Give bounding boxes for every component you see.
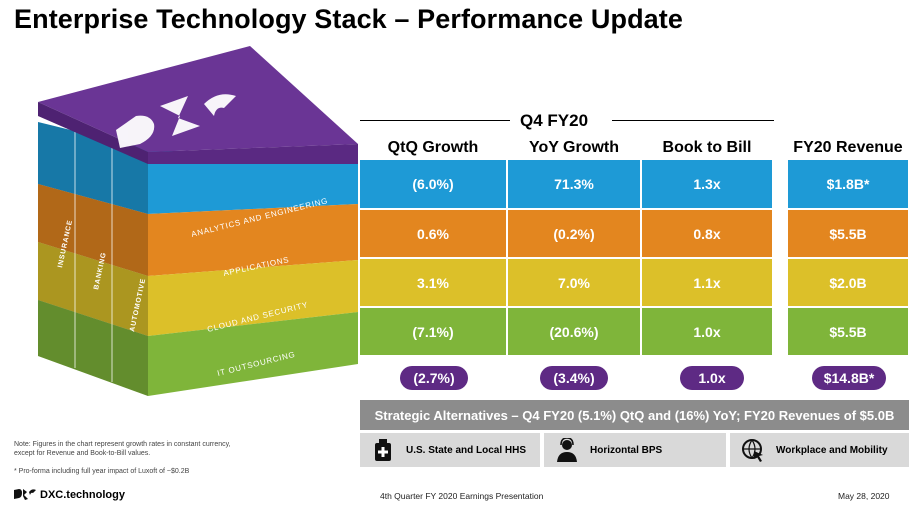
brand-name: DXC.technology bbox=[40, 489, 125, 501]
strategic-alternatives-banner: Strategic Alternatives – Q4 FY20 (5.1%) … bbox=[360, 400, 909, 430]
division-horizontal-bps: Horizontal BPS bbox=[544, 433, 726, 467]
total-qtq-pill: (2.7%) bbox=[400, 366, 468, 390]
cell-revenue-analytics: $1.8B* bbox=[788, 160, 908, 208]
medical-kit-icon bbox=[370, 437, 396, 463]
cell-btb-outsourcing: 1.0x bbox=[642, 308, 772, 355]
cube-front-face-outsourcing bbox=[148, 312, 358, 396]
dxc-logo-icon bbox=[116, 94, 236, 148]
total-yoy-pill: (3.4%) bbox=[540, 366, 608, 390]
cell-qtq-cloud: 3.1% bbox=[360, 259, 506, 306]
period-label: Q4 FY20 bbox=[520, 111, 589, 130]
footnote-growth-rates: Note: Figures in the chart represent gro… bbox=[14, 441, 231, 457]
cell-revenue-outsourcing: $5.5B bbox=[788, 308, 908, 355]
total-btb-pill: 1.0x bbox=[680, 366, 744, 390]
division-us-state-local-hhs: U.S. State and Local HHS bbox=[360, 433, 540, 467]
cell-yoy-outsourcing: (20.6%) bbox=[508, 308, 640, 355]
cube-front-face-analytics bbox=[148, 149, 358, 214]
cube-top-face bbox=[38, 46, 358, 152]
q4-rule-left bbox=[360, 120, 510, 121]
cell-btb-cloud: 1.1x bbox=[642, 259, 772, 306]
cube-front-face-applications bbox=[148, 204, 358, 276]
total-revenue-pill: $14.8B* bbox=[812, 366, 886, 390]
cell-yoy-analytics: 71.3% bbox=[508, 160, 640, 208]
cell-yoy-applications: (0.2%) bbox=[508, 210, 640, 257]
footnote-pro-forma: * Pro-forma including full year impact o… bbox=[14, 468, 190, 475]
cell-yoy-cloud: 7.0% bbox=[508, 259, 640, 306]
division-label: Horizontal BPS bbox=[590, 444, 663, 456]
globe-cursor-icon bbox=[740, 437, 766, 463]
column-header-fy20-revenue: FY20 Revenue bbox=[793, 139, 903, 156]
cell-qtq-analytics: (6.0%) bbox=[360, 160, 506, 208]
technology-stack-cube: ANALYTICS AND ENGINEERING APPLICATIONS C… bbox=[38, 46, 358, 396]
division-label: Workplace and Mobility bbox=[776, 444, 888, 456]
column-header-qtq: QtQ Growth bbox=[387, 139, 479, 156]
column-header-book-to-bill: Book to Bill bbox=[662, 139, 752, 156]
dxc-mark-icon bbox=[14, 489, 36, 500]
cell-btb-analytics: 1.3x bbox=[642, 160, 772, 208]
division-workplace-mobility: Workplace and Mobility bbox=[730, 433, 909, 467]
presentation-date: May 28, 2020 bbox=[838, 491, 890, 501]
cube-front-face-cloud bbox=[148, 260, 358, 336]
cube-left-face-applications bbox=[38, 184, 148, 276]
cell-btb-applications: 0.8x bbox=[642, 210, 772, 257]
dxc-brand-logo: DXC.technology bbox=[14, 488, 125, 502]
cube-left-face-cloud bbox=[38, 242, 148, 336]
cube-left-face-outsourcing bbox=[38, 300, 148, 396]
q4-rule-right bbox=[612, 120, 774, 121]
cell-revenue-applications: $5.5B bbox=[788, 210, 908, 257]
division-label: U.S. State and Local HHS bbox=[406, 444, 527, 456]
presentation-name: 4th Quarter FY 2020 Earnings Presentatio… bbox=[380, 491, 544, 501]
headset-person-icon bbox=[554, 437, 580, 463]
cell-revenue-cloud: $2.0B bbox=[788, 259, 908, 306]
page-title: Enterprise Technology Stack – Performanc… bbox=[14, 4, 684, 34]
column-header-yoy: YoY Growth bbox=[528, 139, 620, 156]
cell-qtq-outsourcing: (7.1%) bbox=[360, 308, 506, 355]
cell-qtq-applications: 0.6% bbox=[360, 210, 506, 257]
